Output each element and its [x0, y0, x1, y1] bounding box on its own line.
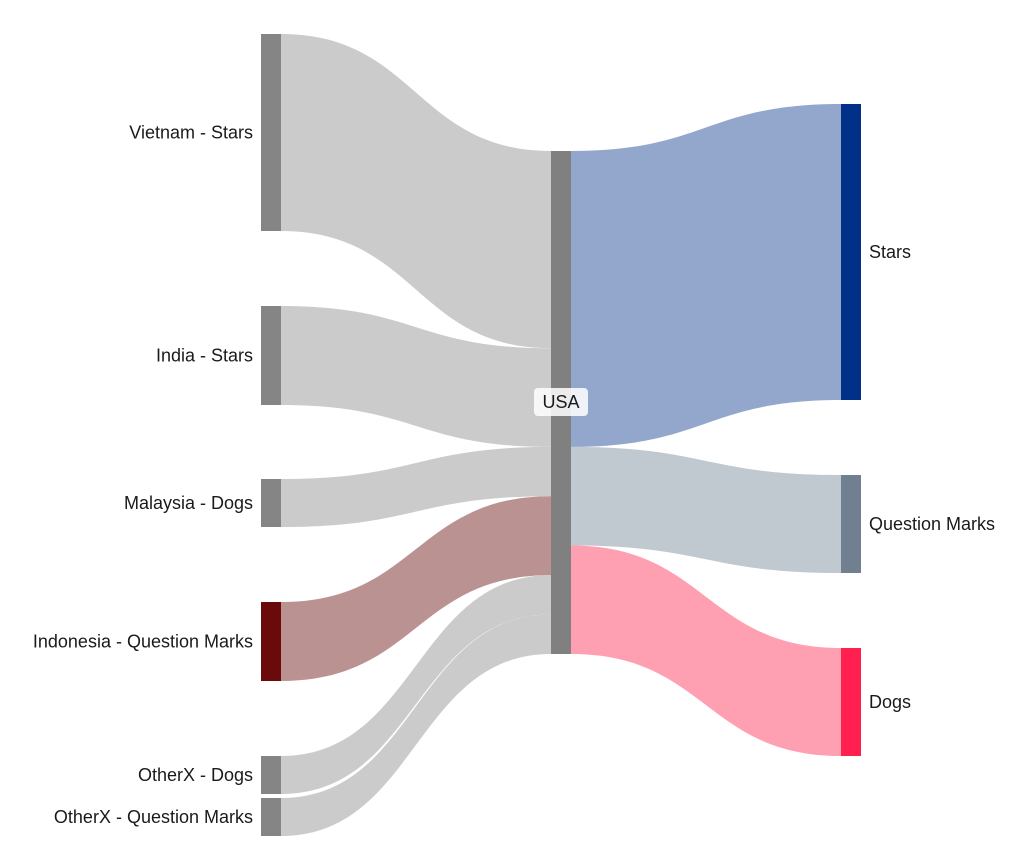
node-label-india_stars: India - Stars: [156, 346, 253, 366]
node-vietnam_stars: [261, 34, 281, 231]
node-label-usa: USA: [542, 392, 579, 412]
node-indonesia_qm: [261, 602, 281, 681]
node-label-vietnam_stars: Vietnam - Stars: [129, 123, 253, 143]
link-vietnam_stars-to-usa: [281, 34, 551, 348]
node-label-indonesia_qm: Indonesia - Question Marks: [33, 632, 253, 652]
link-usa-to-stars: [571, 104, 841, 447]
node-label-stars: Stars: [869, 242, 911, 262]
node-otherx_qm: [261, 798, 281, 836]
node-india_stars: [261, 306, 281, 405]
node-malaysia_dogs: [261, 479, 281, 527]
node-label-malaysia_dogs: Malaysia - Dogs: [124, 493, 253, 513]
link-usa-to-dogs: [571, 546, 841, 756]
node-label-otherx_dogs: OtherX - Dogs: [138, 765, 253, 785]
node-label-otherx_qm: OtherX - Question Marks: [54, 807, 253, 827]
node-label-dogs: Dogs: [869, 692, 911, 712]
node-otherx_dogs: [261, 756, 281, 794]
node-question_marks: [841, 475, 861, 573]
node-label-question_marks: Question Marks: [869, 514, 995, 534]
node-dogs: [841, 648, 861, 756]
node-stars: [841, 104, 861, 400]
